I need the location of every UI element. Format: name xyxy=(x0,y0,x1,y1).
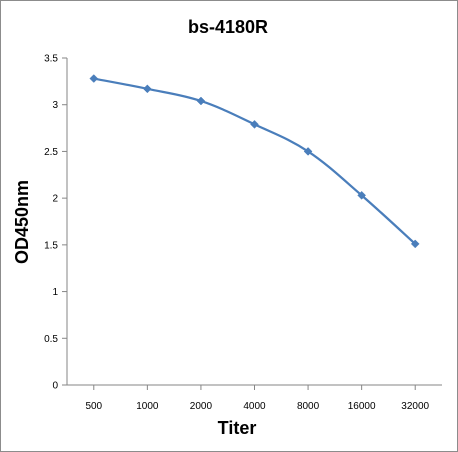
y-ticks: 0 0.5 1 1.5 2 2.5 3 3.5 xyxy=(44,54,67,392)
data-point-marker xyxy=(303,147,313,156)
y-tick-label: 2 xyxy=(52,194,58,205)
data-point-marker xyxy=(357,190,366,200)
y-tick-label: 0.5 xyxy=(44,334,58,345)
y-tick-label: 1.5 xyxy=(44,240,58,251)
data-point-marker xyxy=(143,84,152,94)
axes xyxy=(66,58,442,386)
x-tick-label: 8000 xyxy=(297,401,320,412)
x-tick-label: 2000 xyxy=(190,401,213,412)
x-tick-label: 16000 xyxy=(348,401,376,412)
data-point-marker xyxy=(250,119,259,129)
x-tick-label: 1000 xyxy=(136,401,159,412)
series-group xyxy=(89,74,420,249)
x-axis-label: Titer xyxy=(218,418,257,438)
data-point-marker xyxy=(196,96,206,106)
chart-title: bs-4180R xyxy=(188,17,268,37)
x-tick-label: 4000 xyxy=(243,401,266,412)
y-tick-label: 2.5 xyxy=(44,147,58,158)
x-ticks: 500 1000 2000 4000 8000 16000 32000 xyxy=(85,385,430,412)
data-point-marker xyxy=(410,239,420,249)
y-tick-label: 1 xyxy=(52,287,58,298)
data-point-marker xyxy=(89,74,99,83)
y-tick-label: 0 xyxy=(52,381,58,392)
y-axis-label: OD450nm xyxy=(12,180,32,264)
y-tick-label: 3 xyxy=(52,100,58,111)
series-line xyxy=(93,77,416,245)
x-tick-label: 500 xyxy=(85,401,102,412)
x-tick-label: 32000 xyxy=(401,401,429,412)
y-tick-label: 3.5 xyxy=(44,54,58,65)
